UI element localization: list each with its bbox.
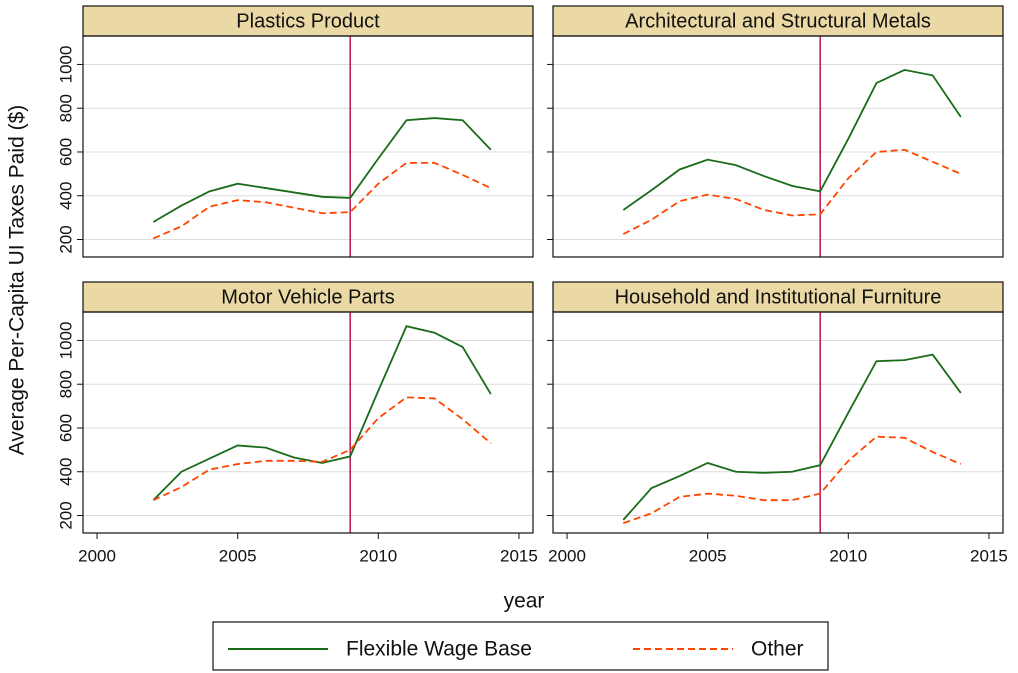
series-line [152, 117, 492, 223]
plot-frame [552, 35, 1004, 258]
y-tick-label: 800 [56, 370, 75, 398]
series-line [152, 325, 492, 501]
panel-title: Household and Institutional Furniture [615, 286, 942, 308]
y-tick-label: 400 [56, 182, 75, 210]
plot-frame [82, 311, 534, 534]
x-tick-label: 2005 [689, 546, 727, 565]
x-tick-label: 2010 [359, 546, 397, 565]
y-tick-label: 200 [56, 501, 75, 529]
legend-box [212, 621, 829, 671]
panel-title: Motor Vehicle Parts [221, 286, 394, 308]
series-line [622, 148, 962, 235]
x-tick-label: 2000 [78, 546, 116, 565]
series-line [152, 162, 492, 240]
panel-header [552, 281, 1004, 313]
y-tick-label: 200 [56, 225, 75, 253]
panel-header [82, 281, 534, 313]
x-tick-label: 2000 [548, 546, 586, 565]
y-tick-label: 800 [56, 94, 75, 122]
panel-title: Architectural and Structural Metals [625, 10, 931, 32]
y-tick-label: 1000 [56, 46, 75, 84]
x-tick-label: 2015 [500, 546, 538, 565]
x-tick-label: 2010 [829, 546, 867, 565]
legend-label: Flexible Wage Base [346, 638, 532, 661]
series-line [152, 396, 492, 501]
x-tick-label: 2005 [219, 546, 257, 565]
y-tick-label: 600 [56, 138, 75, 166]
series-line [622, 353, 962, 521]
series-line [622, 68, 962, 211]
legend-label: Other [751, 638, 804, 661]
panel-header [552, 5, 1004, 37]
y-tick-label: 400 [56, 458, 75, 486]
plot-frame [82, 35, 534, 258]
x-tick-label: 2015 [970, 546, 1008, 565]
panel-title: Plastics Product [236, 10, 380, 32]
y-tick-label: 1000 [56, 322, 75, 360]
x-axis-label: year [504, 590, 545, 613]
y-tick-label: 600 [56, 414, 75, 442]
panel-header [82, 5, 534, 37]
series-line [623, 435, 962, 525]
plot-frame [552, 311, 1004, 534]
y-axis-label: Average Per-Capita UI Taxes Paid ($) [6, 105, 29, 456]
